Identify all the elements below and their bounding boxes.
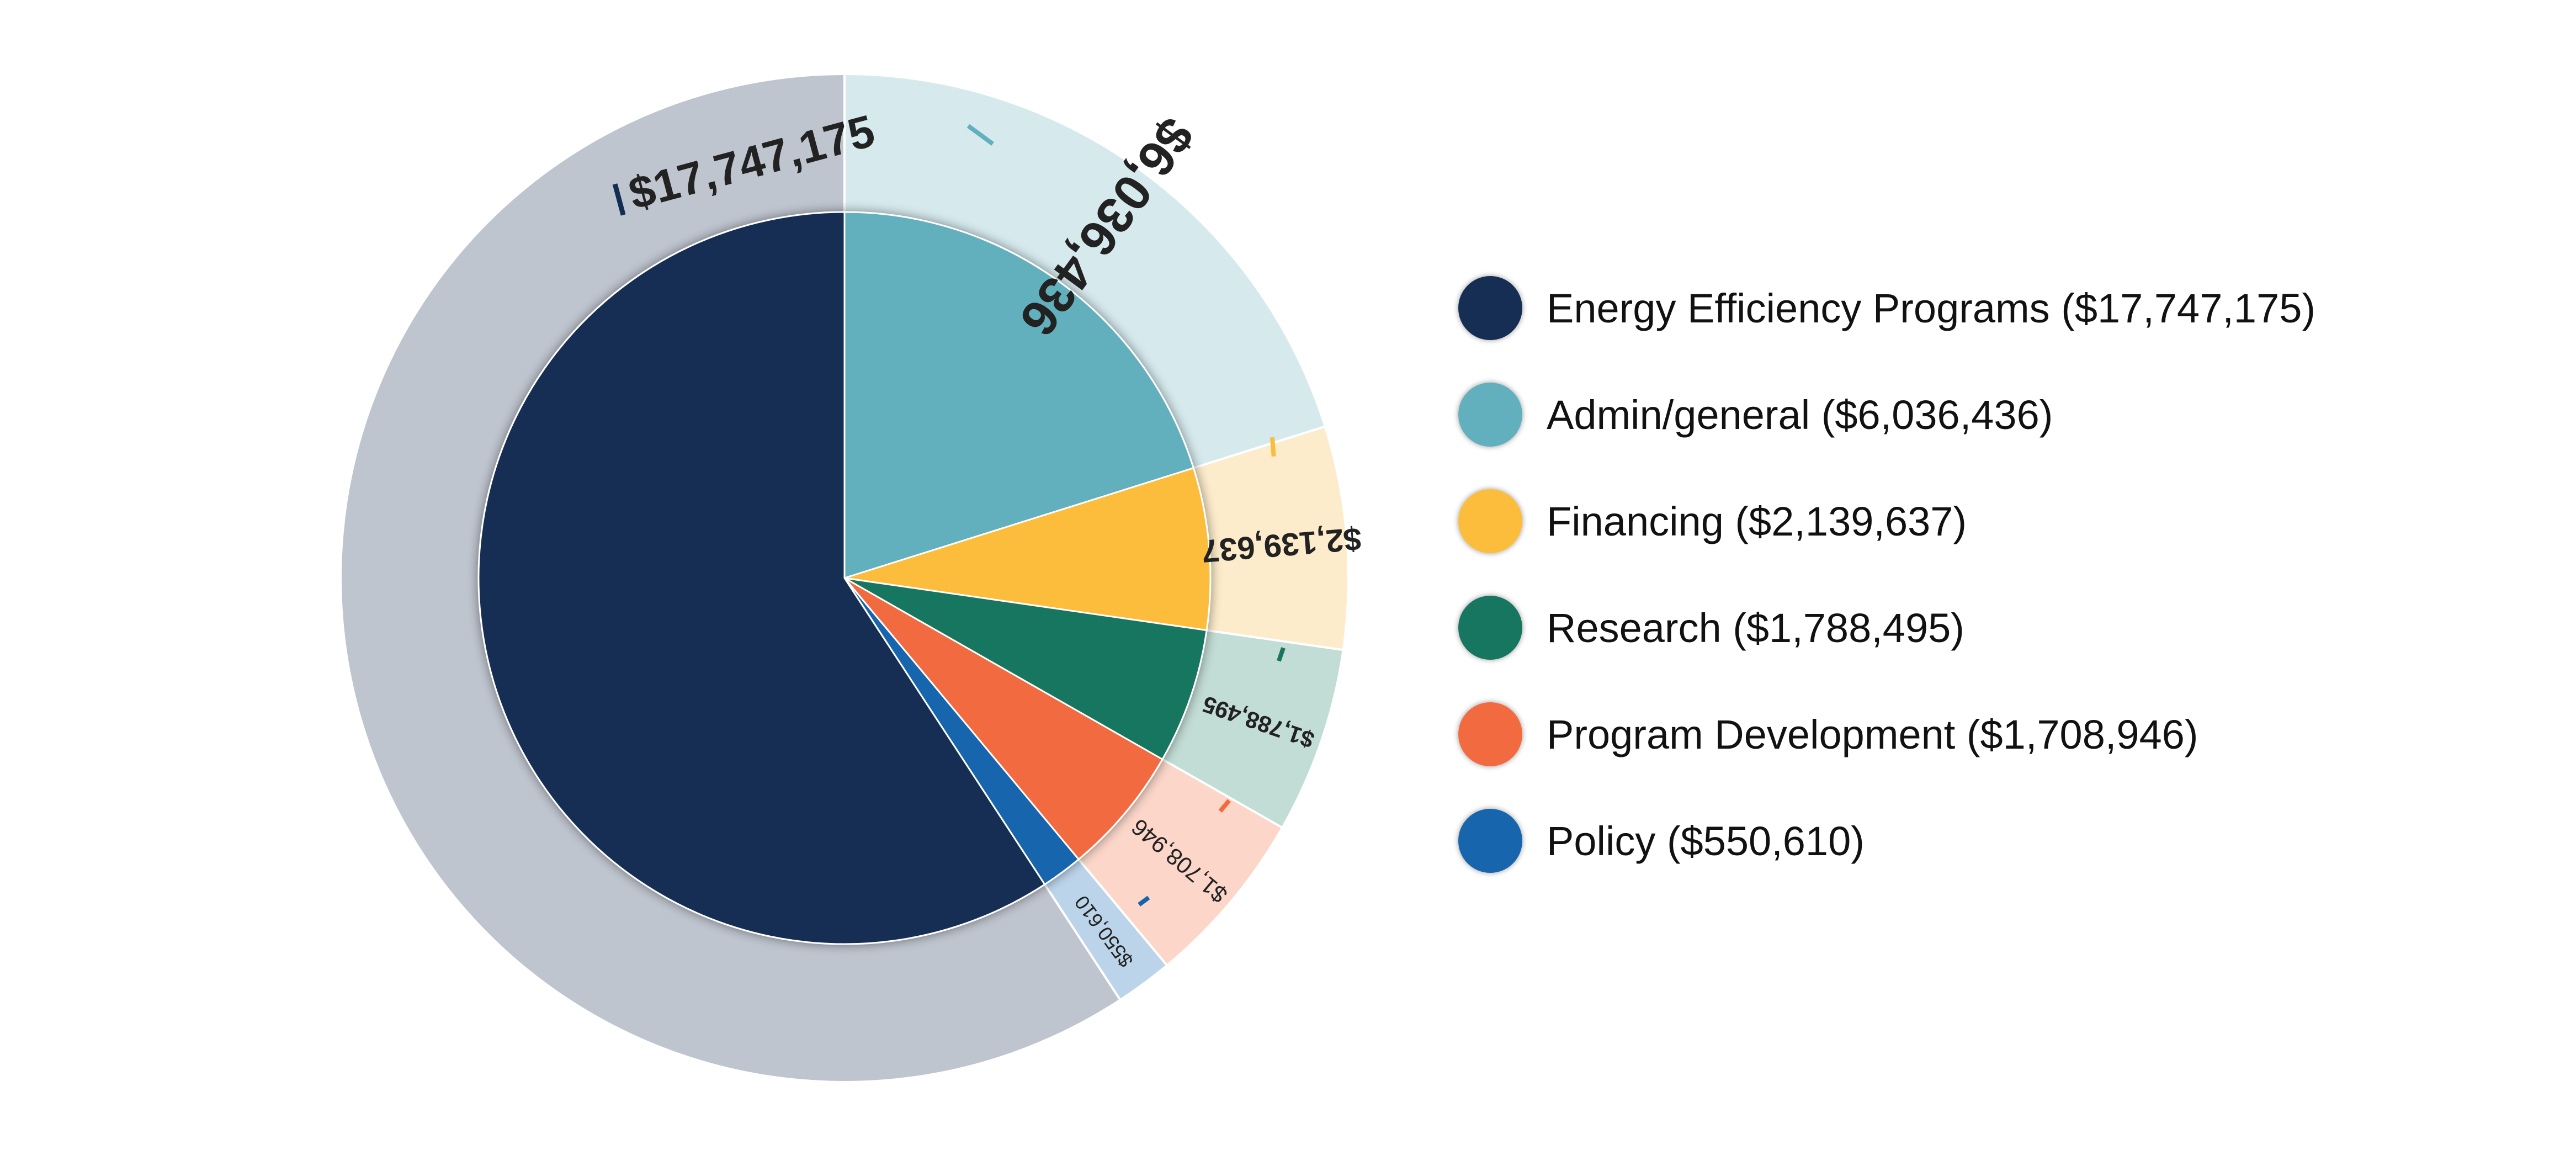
- pie-slice-financing: [844, 467, 1212, 632]
- label-tick: [1277, 647, 1286, 662]
- label-tick: [1270, 437, 1276, 457]
- legend-swatch: [1458, 702, 1522, 766]
- legend-swatch: [1458, 596, 1522, 660]
- legend-swatch: [1458, 383, 1522, 447]
- label-tick: [1138, 895, 1150, 907]
- legend-swatch: [1458, 489, 1522, 553]
- label-tick: [1218, 799, 1231, 813]
- legend-label: Financing ($2,139,637): [1547, 499, 1967, 544]
- label-tick: [612, 183, 626, 216]
- legend-item-policy: Policy ($550,610): [1458, 809, 1865, 873]
- pie-slice-research: [844, 577, 1208, 761]
- legend-label: Program Development ($1,708,946): [1547, 712, 2198, 757]
- legend-label: Admin/general ($6,036,436): [1547, 392, 2053, 438]
- legend-label: Policy ($550,610): [1547, 818, 1865, 864]
- legend-item-energy-efficiency-programs: Energy Efficiency Programs ($17,747,175): [1458, 276, 2315, 340]
- legend-swatch: [1458, 809, 1522, 873]
- legend-swatch: [1458, 276, 1522, 340]
- legend-item-financing: Financing ($2,139,637): [1458, 489, 1967, 553]
- pie-slice-energy-efficiency-programs: [477, 211, 1046, 945]
- legend-item-research: Research ($1,788,495): [1458, 596, 1964, 660]
- legend-item-admin-general: Admin/general ($6,036,436): [1458, 383, 2053, 447]
- pie-slice-admin-general: [843, 211, 1195, 580]
- pie-slice-program-development: [843, 577, 1164, 861]
- inner-pie: [477, 211, 1212, 945]
- legend: Energy Efficiency Programs ($17,747,175)…: [1458, 276, 2315, 873]
- legend-label: Energy Efficiency Programs ($17,747,175): [1547, 285, 2315, 331]
- legend-item-program-development: Program Development ($1,708,946): [1458, 702, 2198, 766]
- label-tick: [966, 124, 994, 146]
- legend-label: Research ($1,788,495): [1547, 605, 1964, 651]
